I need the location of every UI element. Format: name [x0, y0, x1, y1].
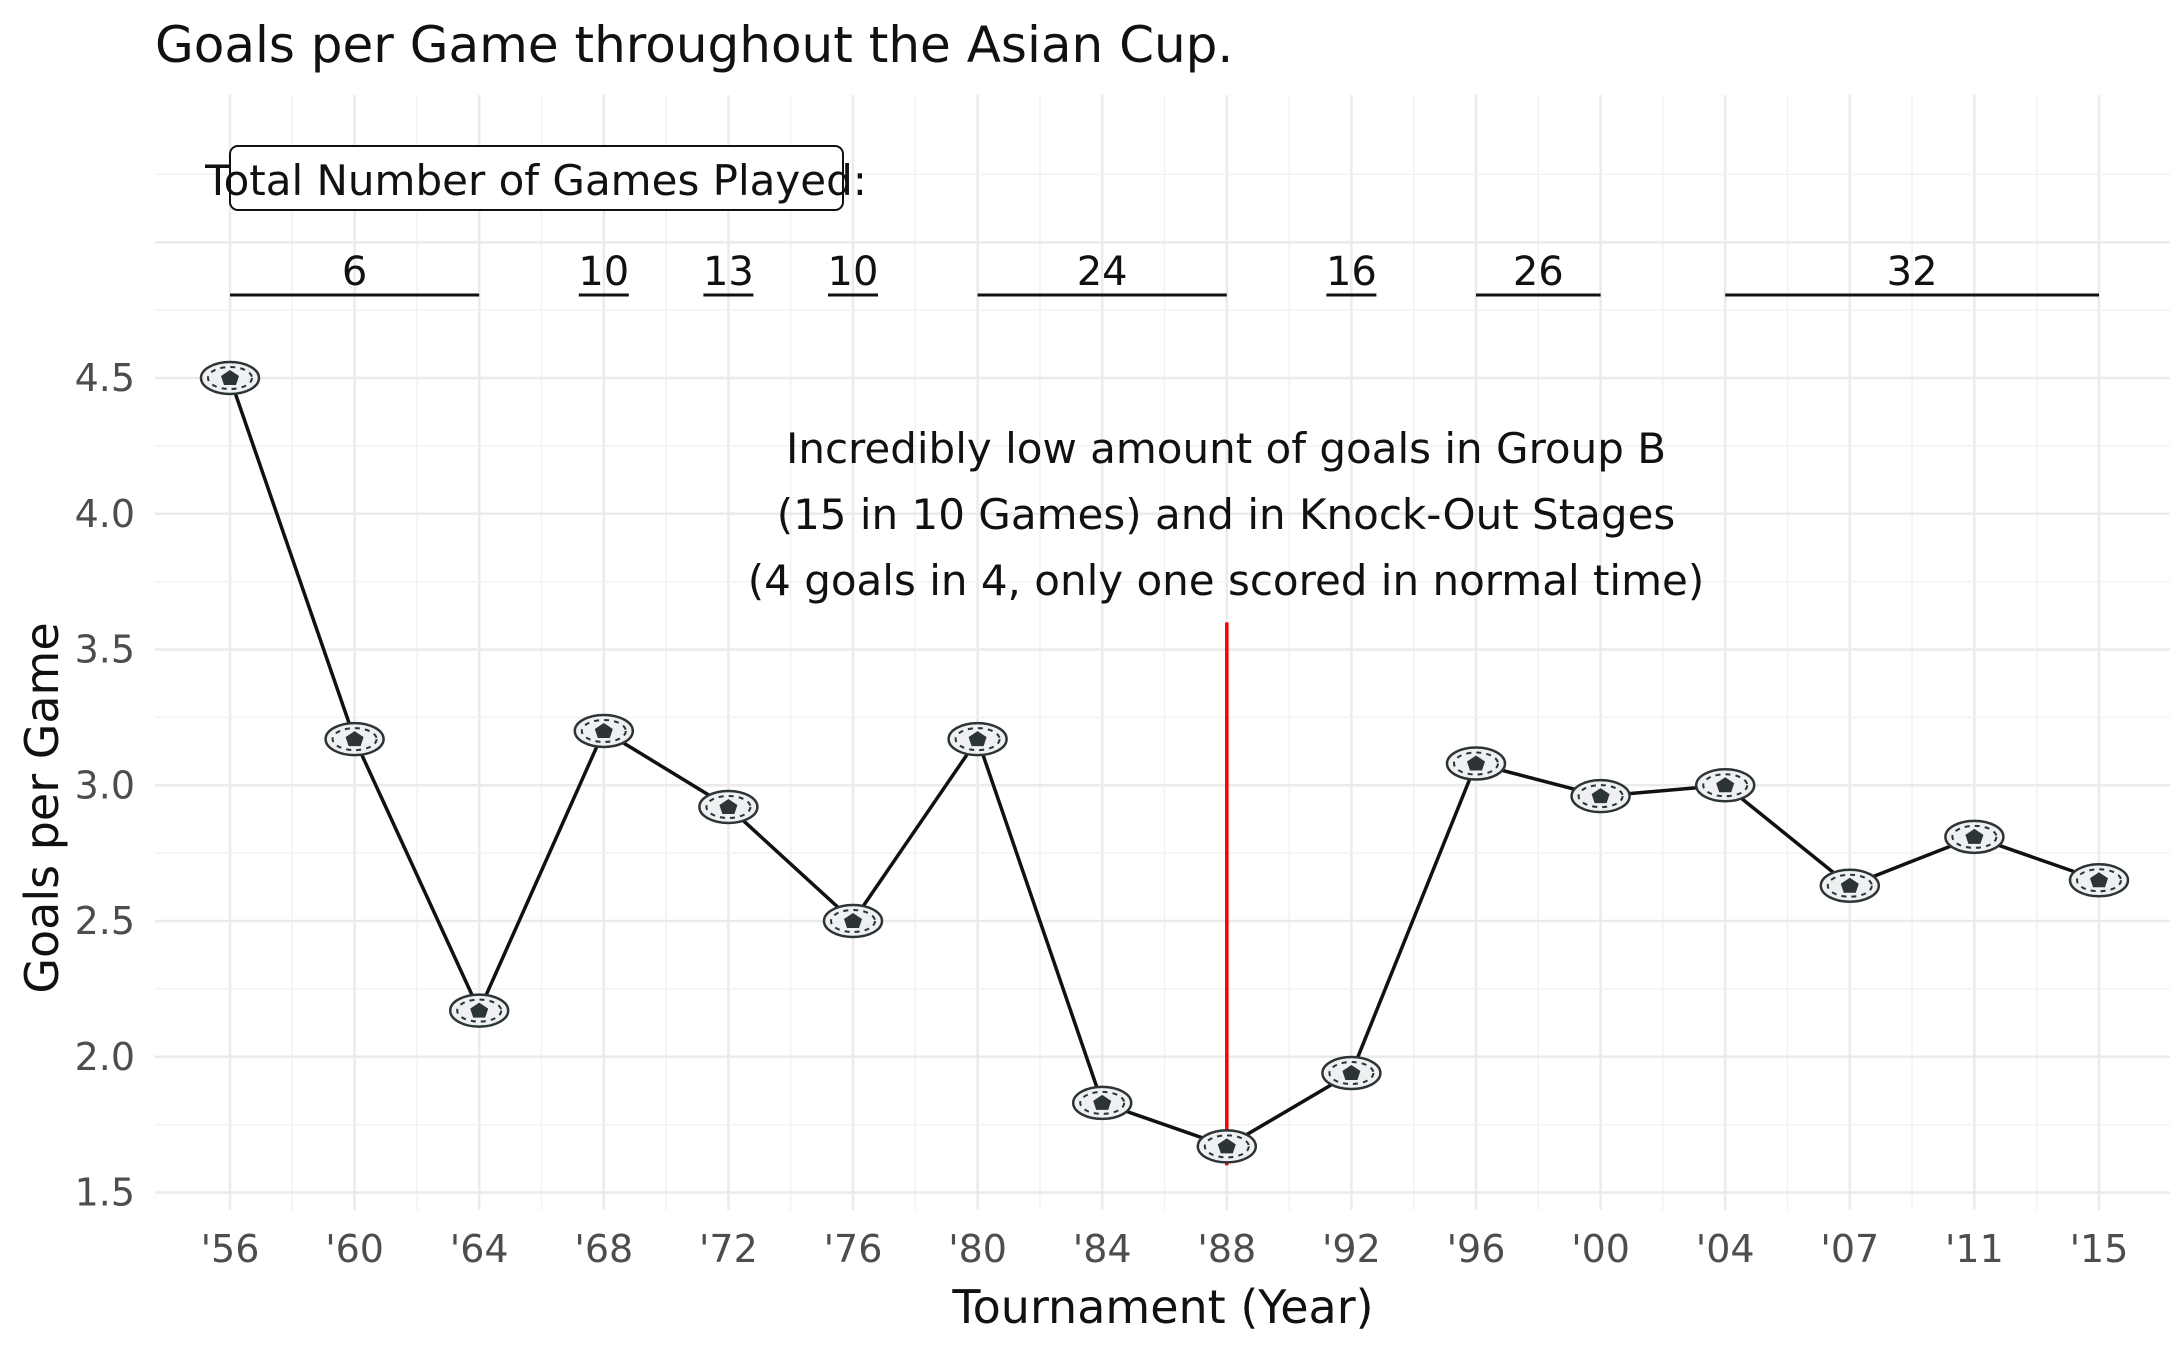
annotation: Incredibly low amount of goals in Group … [748, 424, 1705, 1166]
x-tick-label: '56 [201, 1227, 260, 1271]
annotation-text: Incredibly low amount of goals in Group … [786, 424, 1666, 473]
games-played-label: 26 [1513, 249, 1564, 295]
x-tick-label: '00 [1571, 1227, 1630, 1271]
x-axis-ticks: '56 '60 '64 '68 '72 '76 '80 '84 '88 '92 '96 '00 '04 '… [201, 1227, 2129, 1271]
soccer-ball-icon [1694, 768, 1756, 803]
x-axis-title: Tournament (Year) [951, 1280, 1373, 1334]
games-played-label: 16 [1326, 249, 1377, 295]
x-tick-label: '76 [824, 1227, 883, 1271]
y-axis-ticks: 1.5 2.0 2.5 3.0 3.5 4.0 4.5 [75, 356, 135, 1215]
soccer-ball-icon [1321, 1055, 1382, 1091]
grid-lines [155, 95, 2170, 1210]
soccer-ball-icon [448, 993, 510, 1028]
y-axis-title: Goals per Game [15, 622, 69, 993]
x-tick-label: '15 [2070, 1227, 2129, 1271]
chart-title: Goals per Game throughout the Asian Cup. [155, 16, 1233, 74]
x-tick-label: '88 [1197, 1227, 1256, 1271]
soccer-ball-icon [1071, 1085, 1133, 1121]
data-points [199, 360, 2130, 1164]
soccer-ball-icon [2068, 863, 2130, 898]
x-tick-label: '84 [1073, 1227, 1132, 1271]
x-tick-label: '96 [1447, 1227, 1506, 1271]
games-played-box-label: Total Number of Games Played: [204, 156, 867, 205]
games-played-label: 32 [1887, 249, 1938, 295]
x-tick-label: '80 [948, 1227, 1007, 1271]
soccer-ball-icon [199, 360, 261, 396]
soccer-ball-icon [1570, 778, 1631, 814]
y-tick-label: 4.0 [75, 492, 135, 536]
games-played-label: 10 [578, 249, 629, 295]
soccer-ball-icon [324, 721, 385, 757]
games-played-label: 10 [828, 249, 879, 295]
x-tick-label: '68 [574, 1227, 633, 1271]
y-tick-label: 3.5 [75, 628, 135, 672]
games-played-label: 13 [703, 249, 754, 295]
soccer-ball-icon [1445, 746, 1507, 781]
annotation-text: (15 in 10 Games) and in Knock-Out Stages [777, 490, 1676, 539]
soccer-ball-icon [1196, 1129, 1258, 1164]
x-tick-label: '92 [1322, 1227, 1381, 1271]
games-played-box: Total Number of Games Played: [204, 145, 867, 211]
soccer-ball-icon [1944, 819, 2005, 855]
series-line [228, 377, 2100, 1149]
soccer-ball-icon [573, 713, 635, 749]
x-tick-label: '11 [1945, 1227, 2004, 1271]
y-tick-label: 2.5 [75, 899, 135, 943]
soccer-ball-icon [947, 721, 1008, 757]
x-tick-label: '04 [1696, 1227, 1755, 1271]
soccer-ball-icon [822, 903, 884, 939]
x-tick-label: '64 [450, 1227, 509, 1271]
x-tick-label: '07 [1820, 1227, 1879, 1271]
y-tick-label: 1.5 [75, 1171, 135, 1215]
x-tick-label: '60 [325, 1227, 384, 1271]
y-tick-label: 2.0 [75, 1035, 135, 1079]
soccer-ball-icon [698, 789, 759, 825]
y-tick-label: 4.5 [75, 356, 135, 400]
games-played-row: 6 10 13 10 24 16 26 32 [230, 249, 2099, 297]
soccer-ball-icon [1819, 868, 1881, 903]
games-played-label: 24 [1077, 249, 1128, 295]
y-tick-label: 3.0 [75, 763, 135, 807]
x-tick-label: '72 [699, 1227, 758, 1271]
annotation-text: (4 goals in 4, only one scored in normal… [748, 556, 1705, 605]
games-played-label: 6 [342, 249, 367, 295]
